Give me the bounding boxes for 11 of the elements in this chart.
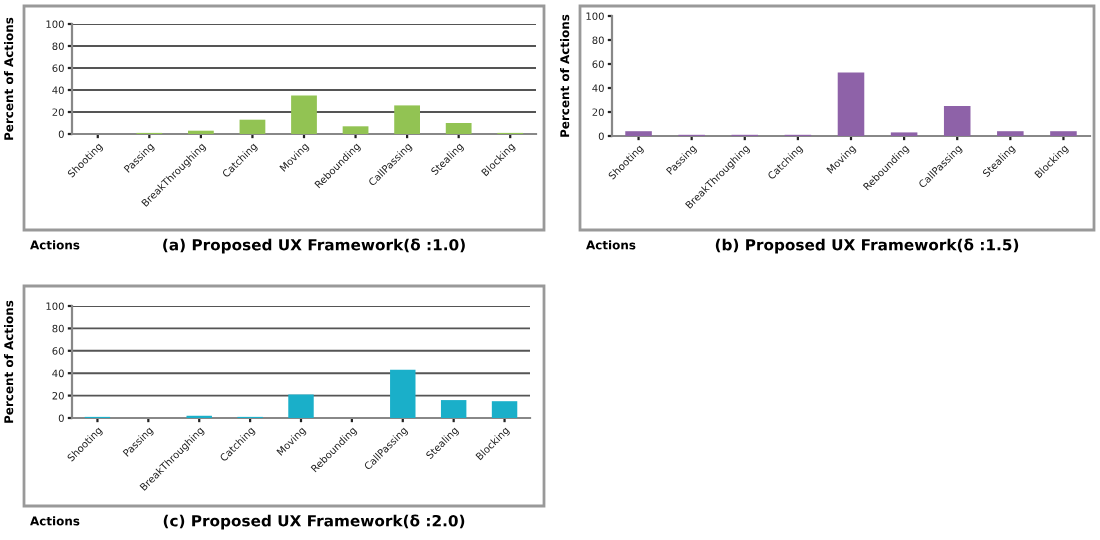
bar: [440, 400, 467, 418]
bar: [239, 119, 266, 134]
bar: [390, 369, 416, 418]
bar: [291, 95, 317, 134]
bar: [445, 123, 472, 134]
bar: [342, 126, 369, 134]
bar: [288, 394, 314, 418]
bar: [394, 105, 420, 134]
bar: [491, 401, 518, 418]
bar: [837, 72, 865, 136]
bar: [943, 106, 971, 136]
